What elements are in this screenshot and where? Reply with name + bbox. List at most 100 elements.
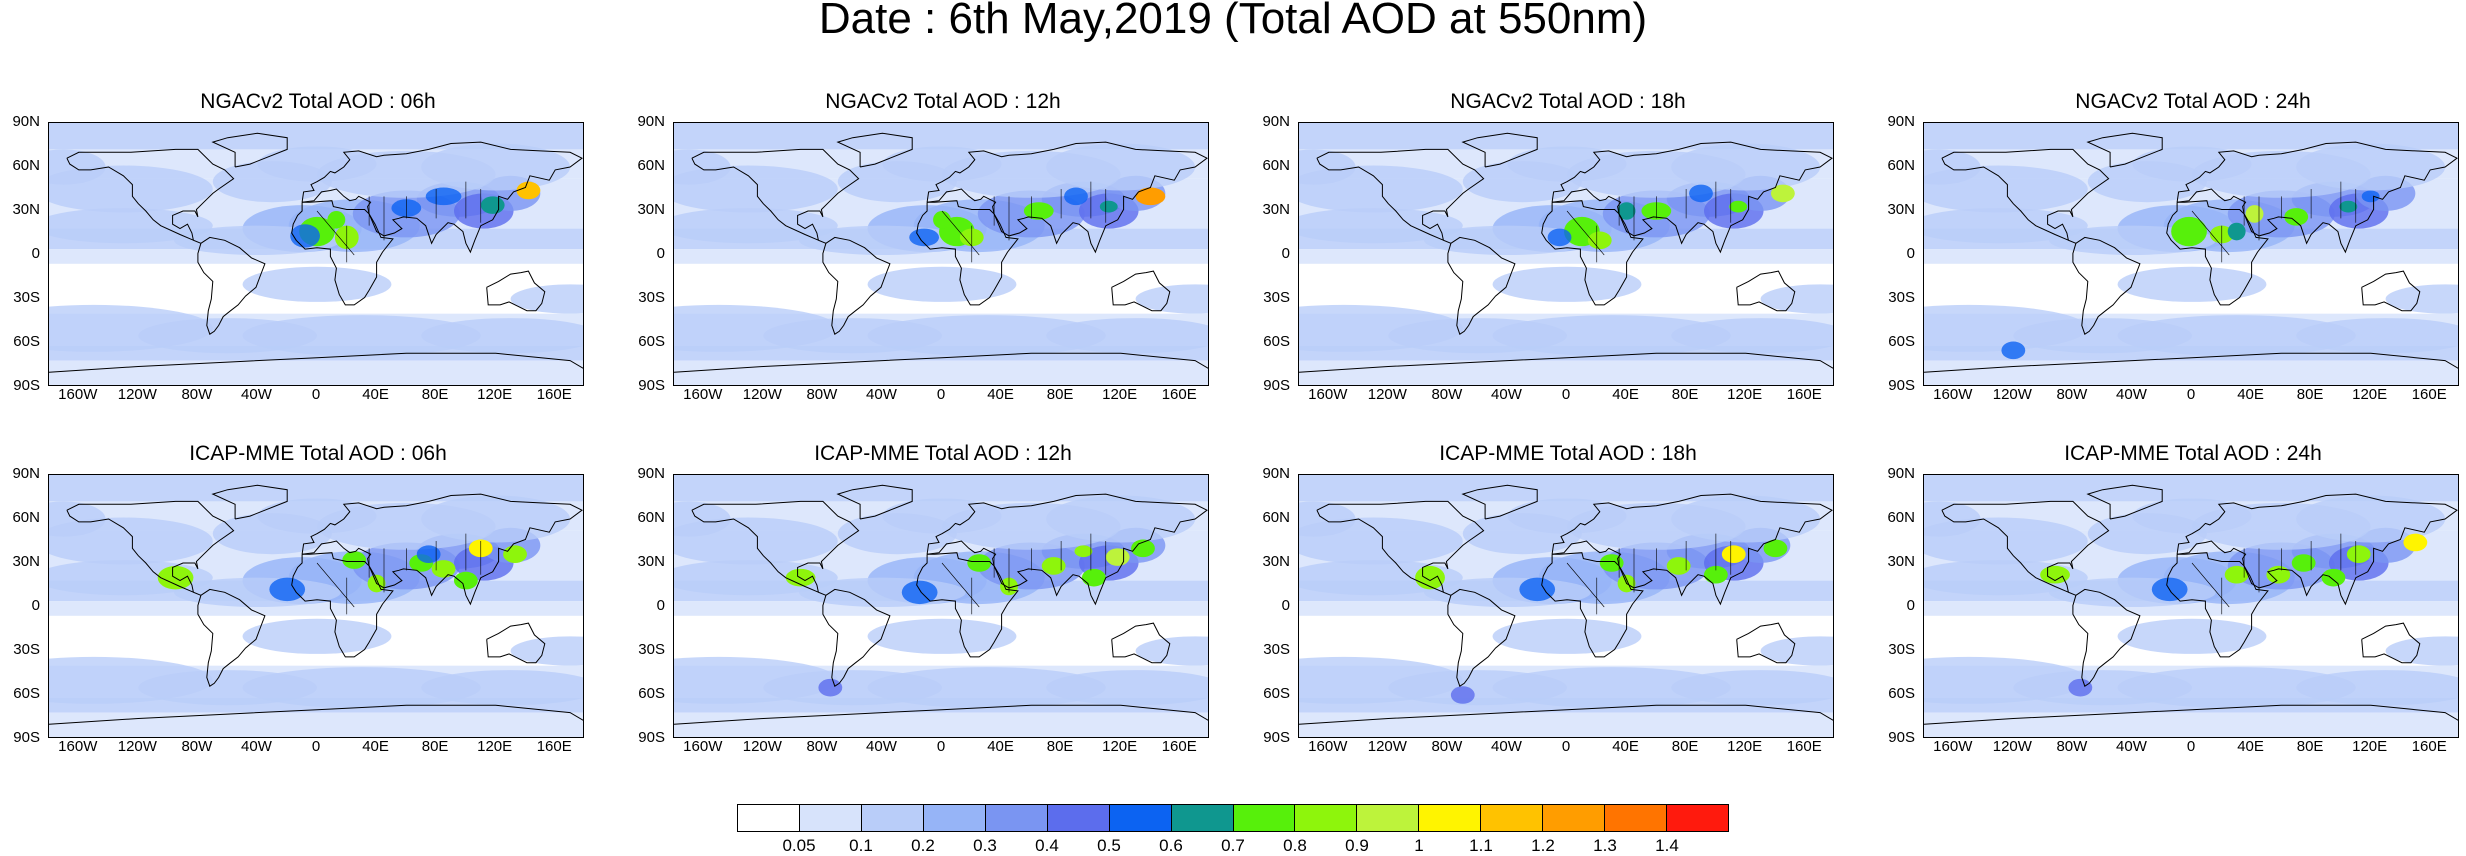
lat-tick-label: 90N: [12, 113, 40, 130]
lat-tick-label: 30S: [1263, 641, 1290, 658]
lon-tick-label: 160W: [683, 386, 723, 403]
coastline: [2176, 141, 2458, 254]
lat-tick-label: 30S: [13, 641, 40, 658]
aod-blob: [2001, 341, 2026, 360]
aod-map: [1298, 122, 1834, 386]
lat-tick-label: 30N: [1887, 201, 1915, 218]
lat-tick-label: 90N: [1262, 465, 1290, 482]
lat-tick-label: 60N: [637, 157, 665, 174]
aod-blob: [2068, 678, 2093, 697]
coastline: [1924, 352, 2458, 373]
lat-tick-label: 90N: [12, 465, 40, 482]
aod-blob: [2117, 618, 2267, 654]
lat-tick-label: 60S: [638, 333, 665, 350]
coastline: [691, 500, 860, 596]
aod-blob: [1924, 501, 1981, 537]
map-canvas: [49, 123, 583, 385]
country-border: [941, 562, 980, 608]
aod-blob: [1666, 557, 1691, 575]
lat-tick-label: 60N: [1887, 509, 1915, 526]
lon-tick-label: 80E: [1046, 386, 1074, 403]
lat-tick-label: 0: [1906, 597, 1915, 614]
aod-blob: [269, 577, 306, 602]
aod-blob: [1703, 565, 1728, 584]
aod-blob: [2296, 318, 2458, 354]
coastline: [691, 148, 860, 244]
lon-tick-label: 40W: [866, 386, 897, 403]
lat-tick-label: 60N: [1262, 509, 1290, 526]
lon-tick-label: 120E: [1102, 738, 1138, 755]
colorbar-label: 1.1: [1469, 836, 1493, 855]
lon-tick-label: 160E: [536, 738, 572, 755]
country-border: [1566, 562, 1605, 608]
aod-blob: [1046, 143, 1196, 191]
lat-tick-label: 0: [31, 597, 40, 614]
lat-tick-label: 0: [1281, 597, 1290, 614]
coastline: [1316, 148, 1485, 244]
colorbar-box: [1419, 805, 1482, 831]
lat-tick-label: 60S: [1888, 685, 1915, 702]
aod-blob: [1617, 202, 1636, 220]
lon-tick-label: 160E: [1161, 386, 1197, 403]
lat-tick-label: 90N: [637, 113, 665, 130]
aod-blob: [327, 211, 346, 229]
colorbar-label: 0.3: [973, 836, 997, 855]
aod-blob: [2296, 143, 2446, 191]
coastline: [1316, 500, 1485, 596]
aod-blob: [1729, 200, 1748, 213]
lat-tick-label: 90S: [1263, 729, 1290, 746]
colorbar-box: [1605, 805, 1668, 831]
coastline: [2072, 236, 2141, 335]
coastline: [2166, 552, 2269, 658]
coastline: [1941, 148, 2110, 244]
lon-tick-label: 160W: [1308, 386, 1348, 403]
coastline: [1447, 588, 1516, 687]
lat-tick-label: 60N: [637, 509, 665, 526]
lat-tick-label: 60N: [1262, 157, 1290, 174]
lon-tick-label: 40W: [1491, 386, 1522, 403]
panel-title: ICAP-MME Total AOD : 24h: [2064, 442, 2322, 465]
coastline: [674, 704, 1208, 725]
colorbar-box: [1543, 805, 1606, 831]
aod-band: [1924, 712, 2458, 737]
aod-blob: [1064, 187, 1088, 206]
aod-blob: [421, 318, 583, 354]
lon-tick-label: 0: [936, 386, 946, 403]
lon-tick-label: 120E: [2352, 386, 2388, 403]
lon-tick-label: 40W: [241, 386, 272, 403]
lon-tick-label: 160E: [536, 386, 572, 403]
lat-tick-label: 30N: [1262, 201, 1290, 218]
aod-band: [1924, 360, 2458, 385]
aod-blob: [431, 560, 456, 578]
colorbar-box: [1667, 805, 1728, 831]
aod-blob: [2171, 216, 2207, 247]
coastline: [926, 141, 1208, 254]
panel-title: ICAP-MME Total AOD : 12h: [814, 442, 1072, 465]
aod-blob: [1299, 208, 1463, 244]
coastline: [1447, 236, 1516, 335]
lon-tick-label: 160W: [1933, 738, 1973, 755]
aod-band: [1299, 601, 1833, 616]
lat-tick-label: 60N: [12, 509, 40, 526]
lon-tick-label: 40E: [362, 738, 389, 755]
lon-tick-label: 80E: [421, 386, 449, 403]
aod-blob: [867, 618, 1017, 654]
lon-tick-label: 0: [2186, 386, 2196, 403]
lon-tick-label: 80E: [1671, 738, 1699, 755]
lon-tick-label: 40E: [2237, 386, 2264, 403]
coastline: [486, 622, 546, 664]
aod-map: [48, 474, 584, 738]
figure-title: Date : 6th May,2019 (Total AOD at 550nm): [818, 0, 1648, 43]
aod-blob: [49, 208, 213, 244]
lon-tick-label: 0: [311, 386, 321, 403]
panel-title: ICAP-MME Total AOD : 06h: [189, 442, 447, 465]
aod-blob: [503, 545, 527, 563]
aod-map: [673, 122, 1209, 386]
lon-tick-label: 160W: [1308, 738, 1348, 755]
country-border: [316, 562, 355, 608]
aod-blob: [2227, 222, 2246, 241]
aod-blob: [2284, 208, 2309, 226]
colorbar-box: [1481, 805, 1544, 831]
lon-tick-label: 0: [1561, 738, 1571, 755]
aod-blob: [242, 315, 481, 357]
